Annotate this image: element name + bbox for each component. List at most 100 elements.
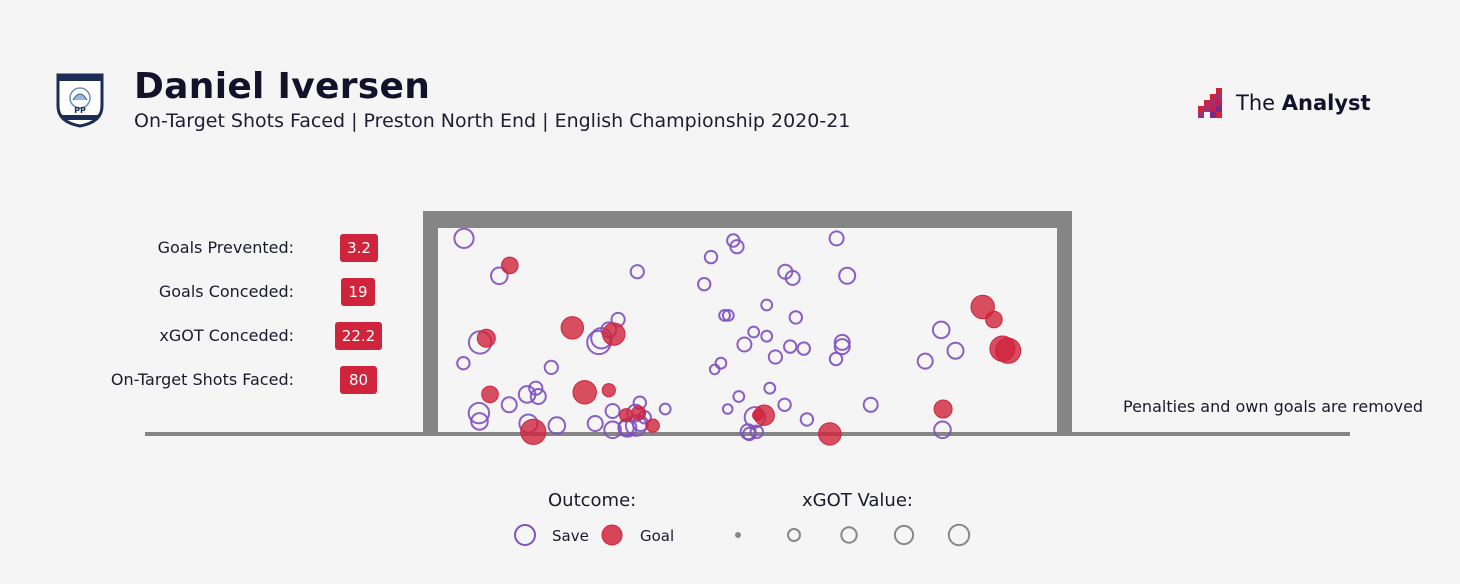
legend-outcome-title: Outcome: [548,490,637,511]
legend-size-marker [787,528,801,542]
save-point [916,352,934,370]
save-point [708,363,721,376]
save-point [697,277,712,292]
page-title: Daniel Iversen [134,66,431,107]
brand-logo: The Analyst [1196,86,1371,120]
save-point [933,420,952,440]
stat-goals-prevented: Goals Prevented: 3.2 [0,234,400,264]
brand-mark-icon [1198,88,1222,118]
save-point [543,359,559,375]
goal-point [501,256,519,275]
goal-point [520,418,547,445]
stat-goals-conceded: Goals Conceded: 19 [0,278,400,308]
stat-badge: 3.2 [340,234,378,262]
save-point [767,349,784,365]
save-point [799,412,815,427]
save-point [729,239,745,255]
goal-point [476,328,496,348]
goal-point [481,385,499,404]
save-point [456,356,471,371]
save-point [777,397,792,412]
save-point [604,403,621,419]
stat-label: On-Target Shots Faced: [110,370,294,389]
club-crest-icon: PP [56,73,104,128]
save-point [833,338,851,356]
save-point [658,402,672,416]
save-point [629,264,645,280]
save-point [721,309,735,322]
goal-point [985,310,1003,329]
save-point [529,388,547,405]
save-point [742,426,757,442]
save-point [500,396,518,414]
legend-size-marker [840,526,858,544]
legend-goal-marker [601,524,623,546]
goal-point [572,380,597,405]
page-subtitle: On-Target Shots Faced | Preston North En… [134,110,851,132]
stat-label: Goals Prevented: [157,238,294,257]
save-point [862,396,879,413]
save-point [763,381,777,395]
goal-point [752,409,764,422]
save-point [703,249,719,265]
save-point [931,320,951,340]
legend-save-label: Save [552,527,589,545]
goal-point [645,418,660,433]
save-point [788,310,803,325]
stat-label: xGOT Conceded: [159,326,294,345]
crest-text: PP [74,106,86,115]
save-point [749,424,764,439]
save-point [714,356,728,370]
brand-name-main: Analyst [1281,91,1371,115]
legend-size-marker [947,523,971,547]
goal-point [818,422,842,446]
save-point [721,403,734,415]
legend-save-marker [514,524,536,546]
save-point [467,401,491,425]
save-point [718,309,731,322]
legend-goal-label: Goal [640,527,675,545]
legend [514,523,971,547]
goal-point [560,316,584,340]
save-point [586,415,604,432]
stat-badge: 80 [340,366,377,394]
footnote: Penalties and own goals are removed [1123,397,1424,416]
save-point [547,416,567,435]
stat-badge: 19 [341,278,375,306]
brand-name-prefix: The [1236,91,1276,115]
save-point [760,329,774,343]
goal-point [602,322,626,346]
legend-size-marker [893,524,915,546]
save-point [453,227,475,249]
goal-point [601,383,616,398]
stat-shots-faced: On-Target Shots Faced: 80 [0,366,400,396]
save-point [760,298,774,312]
shot-points [453,227,1022,446]
save-point [833,333,851,351]
goal-point [995,337,1022,364]
save-point [470,412,489,431]
save-point [603,420,622,440]
save-point [747,325,761,339]
save-point [517,385,537,404]
save-point [796,341,811,356]
stat-badge: 22.2 [335,322,382,350]
save-point [828,351,844,367]
goal-point [631,405,647,421]
save-point [838,266,857,285]
legend-xgot-title: xGOT Value: [802,490,913,511]
save-point [736,336,753,353]
legend-size-marker [735,532,741,538]
stat-xgot-conceded: xGOT Conceded: 22.2 [0,322,400,352]
save-point [490,266,509,286]
goal-line [145,432,1350,436]
save-point [946,341,965,360]
save-point [828,230,845,247]
save-point [783,339,798,354]
goal-point [619,408,634,423]
goal-point [933,399,953,419]
save-point [732,390,746,403]
stat-label: Goals Conceded: [158,282,294,301]
save-point [777,263,794,280]
